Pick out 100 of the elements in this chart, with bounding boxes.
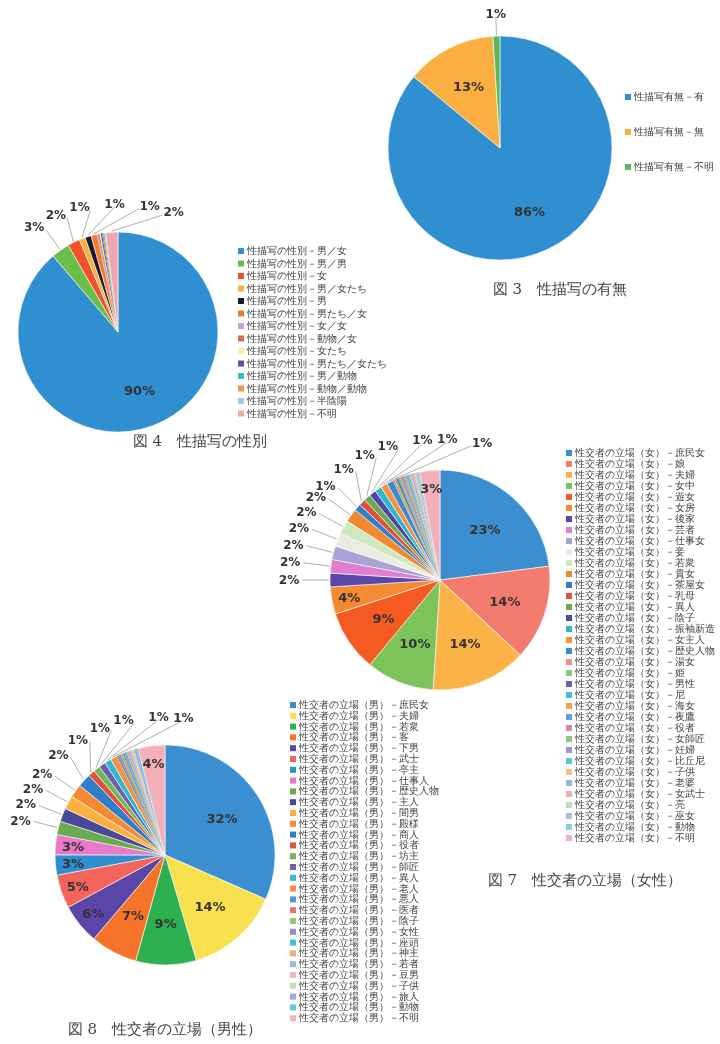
data-label: 1% — [148, 709, 169, 724]
legend-label: 性描写の性別－半陰陽 — [246, 395, 347, 406]
legend-label: 性交者の立場（男）－豆男 — [298, 969, 419, 980]
data-label: 2% — [45, 208, 67, 223]
legend-label: 性交者の立場（男）－老人 — [298, 882, 419, 894]
legend-label: 性交者の立場（男）－悪人 — [298, 893, 419, 905]
legend-label: 性描写の性別－男／女たち — [246, 282, 367, 294]
legend-label: 性描写の性別－男／男 — [246, 257, 347, 269]
legend-label: 性交者の立場（男）－不明 — [298, 1012, 419, 1024]
legend-label: 性交者の立場（男）－夫婦 — [298, 709, 419, 721]
legend-label: 性交者の立場（女）－茶屋女 — [574, 579, 705, 590]
data-label: 1% — [485, 6, 506, 21]
legend-label: 性交者の立場（男）－子供 — [298, 979, 419, 991]
data-label: 13% — [452, 79, 485, 95]
legend-label: 性交者の立場（男）－若者 — [298, 958, 419, 970]
text: 図 8 性交者の立場（男性） — [67, 1020, 263, 1038]
legend-label: 性交者の立場（女）－後家 — [574, 513, 695, 524]
legend-label: 性交者の立場（男）－主人 — [298, 796, 419, 808]
legend-label: 性交者の立場（男）－坊主 — [298, 850, 419, 862]
legend-label: 性描写の性別－男／動物 — [246, 370, 357, 381]
data-label: 3% — [61, 856, 85, 872]
data-label: 90% — [123, 383, 156, 399]
data-label: 9% — [372, 611, 395, 627]
legend-label: 性交者の立場（女）－男性 — [574, 678, 695, 689]
legend-label: 性交者の立場（女）－陰子 — [574, 612, 695, 623]
data-label: 1% — [173, 710, 194, 725]
data-label: 2% — [163, 205, 184, 220]
legend-label: 性交者の立場（男）－異人 — [298, 871, 419, 883]
legend-label: 性描写の性別－男／女 — [246, 245, 347, 256]
legend-label: 性交者の立場（女）－仕事女 — [574, 535, 705, 546]
data-label: 2% — [279, 555, 301, 570]
data-label: 1% — [67, 732, 89, 747]
data-label: 1% — [377, 438, 398, 453]
data-label: 86% — [514, 203, 546, 219]
data-label: 14% — [194, 899, 226, 915]
legend-label: 性交者の立場（女）－役者 — [574, 722, 695, 733]
data-label: 1% — [69, 200, 90, 215]
legend-label: 性描写の性別－女たち — [246, 345, 347, 356]
data-label: 1% — [104, 197, 125, 212]
data-label: 4% — [338, 590, 361, 606]
data-label: 10% — [399, 636, 431, 652]
legend-label: 性交者の立場（男）－間男 — [298, 807, 419, 818]
legend-label: 性交者の立場（女）－若衆 — [574, 557, 695, 568]
legend-label: 性描写の性別－男たち／女 — [246, 307, 367, 319]
legend-label: 性交者の立場（男）－仕事人 — [298, 774, 429, 786]
legend-label: 性交者の立場（女）－尼 — [574, 689, 685, 700]
legend-label: 性交者の立場（男）－旅人 — [298, 990, 419, 1002]
legend-label: 性交者の立場（女）－不明 — [574, 832, 695, 843]
legend-label: 性交者の立場（女）－女武士 — [574, 788, 705, 799]
legend-label: 性交者の立場（女）－女中 — [574, 480, 695, 491]
text: 図 4 性描写の性別 — [132, 432, 268, 450]
legend-label: 性交者の立場（男）－座頭 — [298, 936, 419, 948]
data-label: 2% — [10, 813, 31, 828]
data-label: 4% — [142, 756, 165, 772]
data-label: 2% — [22, 781, 44, 796]
legend-label: 性描写有無－有 — [633, 91, 704, 102]
legend-label: 性交者の立場（女）－姫 — [574, 667, 685, 678]
data-label: 1% — [354, 448, 375, 463]
data-label: 1% — [139, 198, 160, 213]
legend-label: 性交者の立場（男）－陰子 — [298, 915, 419, 926]
data-label: 1% — [333, 461, 354, 476]
data-label: 1% — [113, 712, 134, 727]
text: 図 7 性交者の立場（女性） — [487, 871, 683, 889]
data-label: 9% — [154, 916, 177, 932]
legend-label: 性交者の立場（男）－役者 — [298, 839, 419, 851]
legend-label: 性交者の立場（女）－妊婦 — [574, 744, 695, 755]
legend-label: 性交者の立場（女）－歴史人物 — [574, 645, 715, 656]
data-label: 23% — [469, 521, 501, 537]
legend-label: 性交者の立場（男）－動物 — [298, 1001, 419, 1013]
legend-label: 性描写の性別－男 — [246, 295, 327, 306]
data-label: 5% — [66, 878, 89, 894]
legend-label: 性交者の立場（女）－女主人 — [574, 634, 705, 645]
legend-label: 性交者の立場（女）－子供 — [574, 766, 695, 777]
data-label: 1% — [412, 433, 433, 448]
legend-label: 性描写の性別－動物／女 — [246, 332, 357, 344]
data-label: 14% — [489, 594, 521, 610]
legend-label: 性交者の立場（女）－比丘尼 — [574, 755, 705, 766]
text: 図 3 性描写の有無 — [492, 280, 628, 298]
legend-label: 性交者の立場（女）－妾 — [574, 546, 685, 557]
legend-label: 性交者の立場（女）－夫婦 — [574, 469, 695, 480]
legend-label: 性交者の立場（女）－貴女 — [574, 568, 695, 579]
legend-label: 性交者の立場（女）－動物 — [574, 821, 695, 832]
legend-label: 性交者の立場（男）－医者 — [298, 904, 419, 916]
legend-label: 性交者の立場（女）－乳母 — [574, 590, 695, 601]
legend-label: 性交者の立場（男）－師匠 — [298, 861, 419, 872]
data-label: 2% — [296, 505, 317, 520]
legend-label: 性描写の性別－女 — [246, 270, 327, 281]
data-label: 3% — [61, 839, 85, 855]
data-label: 1% — [437, 432, 458, 447]
legend-label: 性交者の立場（男）－殿様 — [298, 817, 419, 829]
legend-label: 性交者の立場（男）－亭主 — [298, 763, 419, 775]
legend-label: 性描写の性別－女／女 — [246, 320, 347, 331]
legend-label: 性交者の立場（男）－客 — [298, 731, 409, 743]
legend-label: 性交者の立場（女）－海女 — [574, 700, 695, 711]
legend-label: 性描写の性別－不明 — [246, 407, 337, 419]
legend-label: 性交者の立場（女）－女師匠 — [574, 733, 705, 744]
legend-label: 性交者の立場（男）－若衆 — [298, 720, 419, 732]
legend-label: 性交者の立場（女）－湯女 — [574, 656, 695, 667]
legend-label: 性交者の立場（女）－芸者 — [574, 524, 695, 535]
legend-label: 性交者の立場（女）－娘 — [574, 458, 685, 469]
